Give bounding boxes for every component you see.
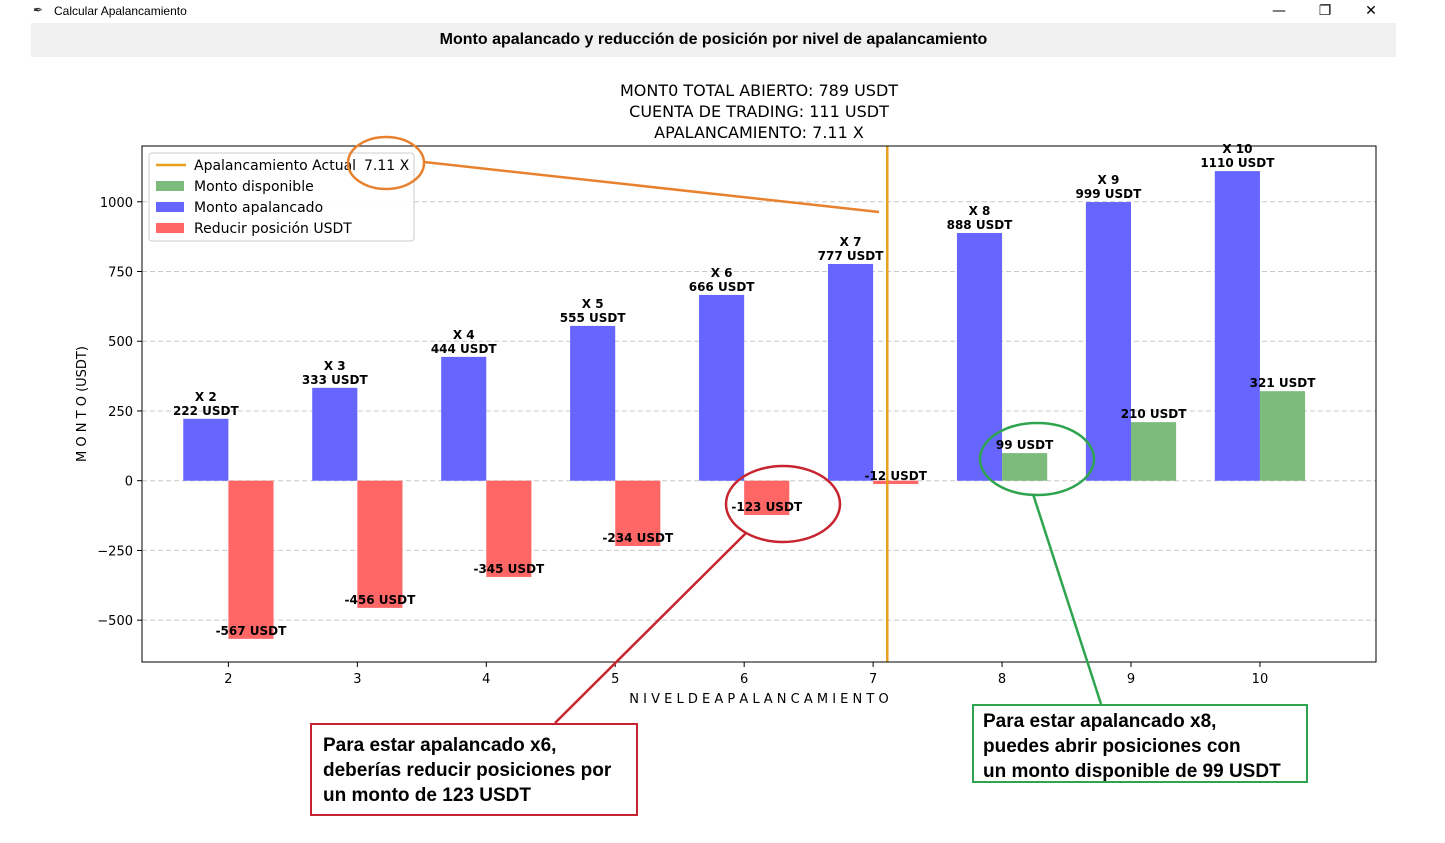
- bar-label: -456 USDT: [345, 593, 417, 607]
- x-tick-label: 2: [224, 672, 232, 687]
- bar-monto-apalancado: [570, 325, 616, 481]
- bar-label: X 7: [840, 235, 862, 249]
- x-tick-label: 4: [482, 672, 490, 687]
- bar-label: X 6: [711, 266, 733, 280]
- orange-connector-line: [423, 160, 880, 214]
- bar-label: X 5: [582, 297, 604, 311]
- legend-label: Reducir posición USDT: [194, 221, 352, 237]
- bar-monto-apalancado: [827, 263, 874, 481]
- chart-title-line: CUENTA DE TRADING: 111 USDT: [629, 102, 889, 121]
- y-tick-label: 750: [108, 266, 133, 281]
- bar-label: X 8: [969, 204, 991, 218]
- bar-label: -234 USDT: [602, 531, 674, 545]
- window-title: Calcular Apalancamiento: [54, 4, 187, 18]
- legend-patch-swatch: [156, 181, 184, 191]
- y-tick-label: −500: [97, 614, 133, 629]
- x-tick-label: 6: [740, 672, 748, 687]
- bar-monto-apalancado: [312, 387, 358, 481]
- bar-reducir-posicion: [744, 480, 790, 516]
- bar-reducir-posicion: [486, 480, 532, 577]
- x-tick-label: 7: [869, 672, 877, 687]
- bar-label: 99 USDT: [996, 438, 1054, 452]
- bar-label: 1110 USDT: [1200, 156, 1275, 170]
- legend-patch-swatch: [156, 223, 184, 233]
- bar-monto-disponible: [1002, 453, 1048, 481]
- close-button[interactable]: ✕: [1365, 3, 1377, 19]
- available-amount-callout: Para estar apalancado x8, puedes abrir p…: [972, 704, 1308, 783]
- x-tick-label: 5: [611, 672, 619, 687]
- bar-monto-disponible: [1259, 391, 1306, 481]
- bar-label: 666 USDT: [689, 280, 756, 294]
- available-highlight-circle: [978, 421, 1096, 497]
- bar-reducir-posicion: [228, 480, 274, 639]
- bar-label: 999 USDT: [1076, 187, 1143, 201]
- plot-frame: [141, 145, 1377, 663]
- window-titlebar: ✒ Calcular Apalancamiento — ❐ ✕: [0, 0, 1445, 22]
- legend-label: Monto apalancado: [194, 200, 323, 216]
- chart-title-line: APALANCAMIENTO: 7.11 X: [654, 123, 864, 142]
- callout-line: deberías reducir posiciones por: [323, 760, 612, 781]
- bar-label: X 2: [195, 390, 217, 404]
- callout-line: Para estar apalancado x6,: [323, 735, 557, 756]
- bar-reducir-posicion: [357, 480, 403, 608]
- header-bar: Monto apalancado y reducción de posición…: [31, 23, 1396, 57]
- page-title: Monto apalancado y reducción de posición…: [439, 31, 988, 48]
- y-tick-label: 500: [108, 335, 133, 350]
- bar-label: 333 USDT: [302, 373, 369, 387]
- bar-label: -123 USDT: [731, 500, 803, 514]
- bar-label: X 10: [1222, 142, 1252, 156]
- green-connector-line: [1031, 493, 1103, 705]
- bar-label: -12 USDT: [864, 469, 927, 483]
- bar-monto-disponible: [1131, 422, 1177, 481]
- bar-label: 210 USDT: [1121, 407, 1188, 421]
- red-connector-line: [554, 532, 747, 724]
- feather-icon: ✒: [33, 3, 44, 17]
- bar-monto-apalancado: [699, 294, 745, 481]
- bar-monto-apalancado: [1214, 171, 1260, 481]
- x-axis-label: N I V E L D E A P A L A N C A M I E N T …: [629, 692, 888, 707]
- bar-reducir-posicion: [615, 480, 661, 546]
- y-axis-label: M O N T O (USDT): [75, 346, 90, 462]
- minimize-button[interactable]: —: [1272, 3, 1286, 19]
- bar-label: 555 USDT: [560, 311, 627, 325]
- chart-title-line: MONT0 TOTAL ABIERTO: 789 USDT: [620, 81, 898, 100]
- callout-line: un monto disponible de 99 USDT: [983, 761, 1281, 782]
- callout-line: un monto de 123 USDT: [323, 785, 531, 806]
- bar-label: X 3: [324, 359, 346, 373]
- legend-label: Apalancamiento Actual: [194, 158, 356, 174]
- bar-monto-apalancado: [1085, 202, 1132, 481]
- x-tick-label: 10: [1252, 672, 1269, 687]
- x-tick-label: 8: [998, 672, 1006, 687]
- bar-monto-apalancado: [956, 233, 1003, 481]
- y-tick-label: 0: [125, 475, 133, 490]
- legend-patch-swatch: [156, 202, 184, 212]
- callout-line: puedes abrir posiciones con: [983, 736, 1241, 757]
- bar-monto-apalancado: [183, 418, 229, 481]
- reduce-position-callout: Para estar apalancado x6, deberías reduc…: [310, 723, 638, 816]
- bar-label: 777 USDT: [818, 249, 885, 263]
- bar-reducir-posicion: [873, 480, 919, 485]
- bar-label: X 9: [1098, 173, 1120, 187]
- bar-label: 444 USDT: [431, 342, 498, 356]
- current-leverage-value: 7.11 X: [364, 158, 410, 174]
- legend-label: Monto disponible: [194, 179, 314, 195]
- reduce-highlight-circle: [724, 464, 842, 544]
- bar-monto-apalancado: [441, 356, 487, 481]
- x-tick-label: 3: [353, 672, 361, 687]
- bar-label: -345 USDT: [473, 562, 545, 576]
- bar-label: -567 USDT: [216, 624, 288, 638]
- x-tick-label: 9: [1127, 672, 1135, 687]
- y-tick-label: 1000: [100, 196, 133, 211]
- y-tick-label: 250: [108, 405, 133, 420]
- y-tick-label: −250: [97, 544, 133, 559]
- bar-label: 222 USDT: [173, 404, 240, 418]
- chart-legend: [148, 152, 415, 242]
- bar-label: X 4: [453, 328, 475, 342]
- callout-line: Para estar apalancado x8,: [983, 711, 1217, 732]
- bar-label: 321 USDT: [1250, 376, 1317, 390]
- restore-button[interactable]: ❐: [1318, 3, 1332, 19]
- bar-label: 888 USDT: [947, 218, 1014, 232]
